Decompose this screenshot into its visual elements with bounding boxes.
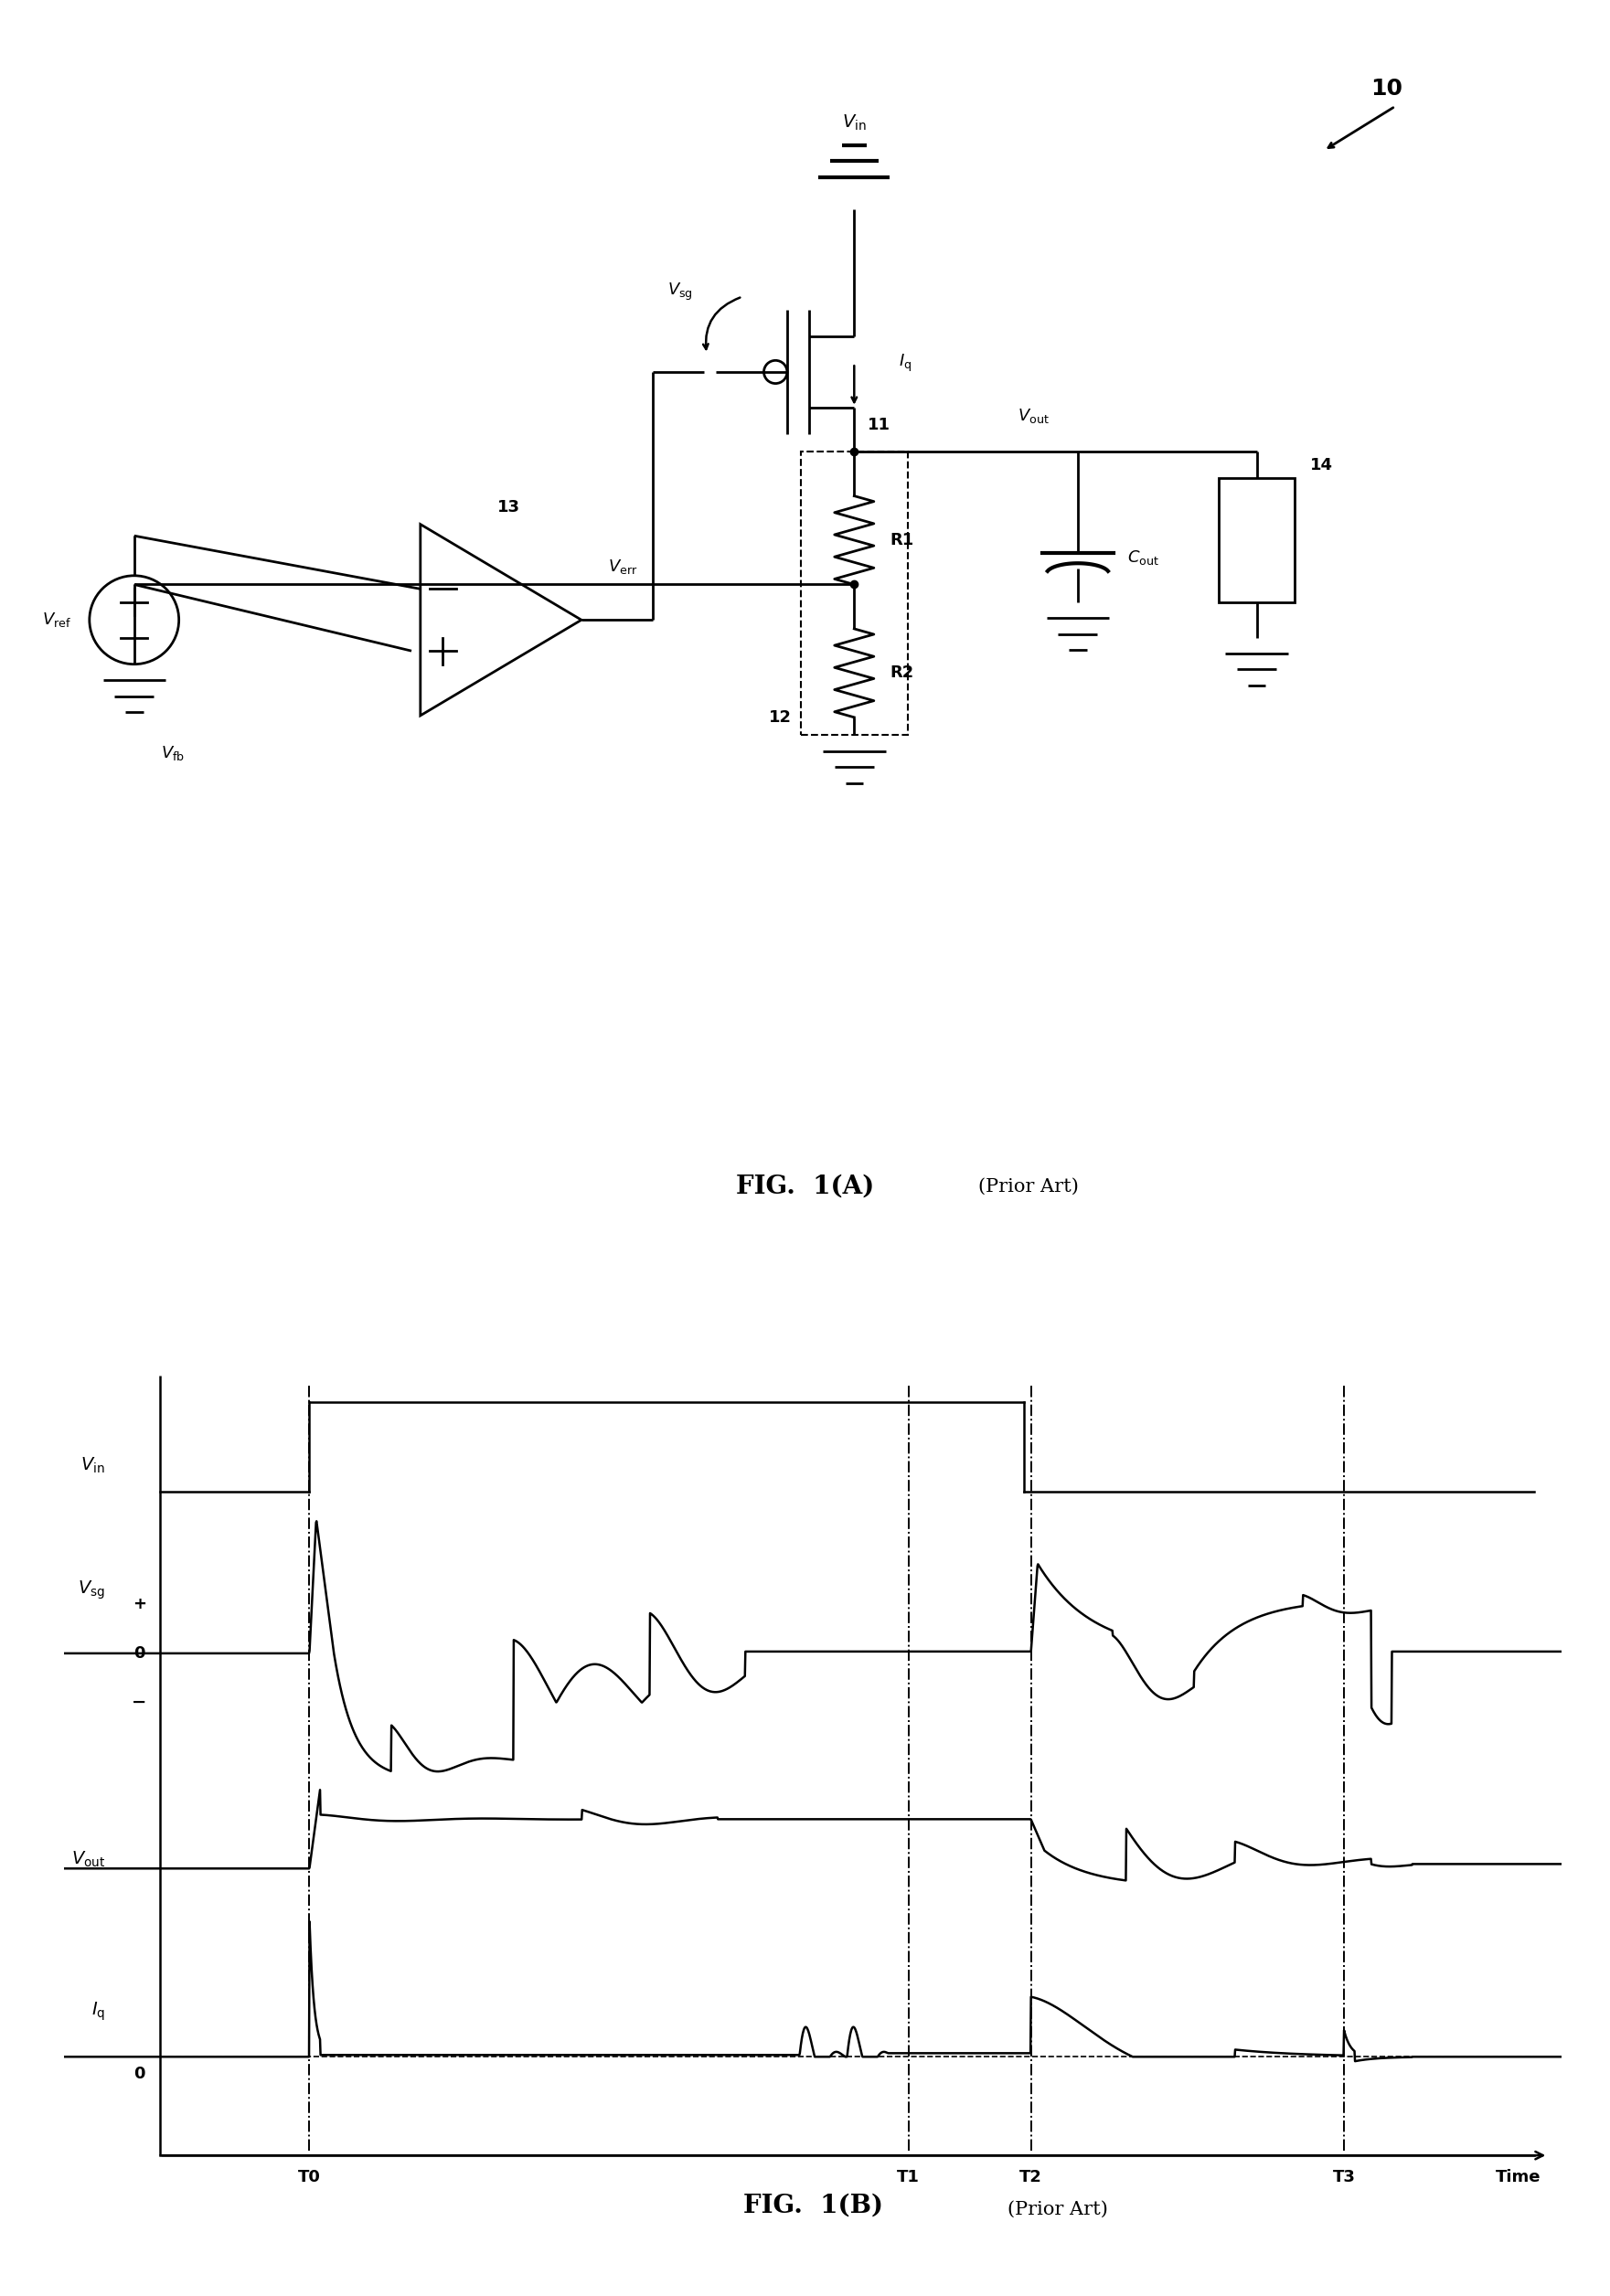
- Text: $V_{\rm err}$: $V_{\rm err}$: [609, 558, 638, 576]
- Text: $I_{\rm q}$: $I_{\rm q}$: [898, 354, 911, 374]
- Text: 14: 14: [1311, 457, 1333, 473]
- Text: $V_{\rm sg}$: $V_{\rm sg}$: [667, 282, 692, 303]
- Text: $I_{\rm q}$: $I_{\rm q}$: [92, 2000, 105, 2023]
- Bar: [1219, 478, 1294, 602]
- Text: R2: R2: [890, 666, 914, 682]
- Text: $V_{\rm sg}$: $V_{\rm sg}$: [77, 1580, 105, 1603]
- Text: Time: Time: [1496, 2170, 1541, 2186]
- Text: T0: T0: [298, 2170, 320, 2186]
- Text: $V_{\rm out}$: $V_{\rm out}$: [71, 1851, 105, 1869]
- Text: T3: T3: [1333, 2170, 1356, 2186]
- Text: 12: 12: [768, 709, 792, 726]
- Text: $C_{\rm out}$: $C_{\rm out}$: [1127, 549, 1159, 567]
- Text: +: +: [132, 1596, 147, 1612]
- Text: 13: 13: [497, 498, 520, 514]
- Text: T1: T1: [897, 2170, 919, 2186]
- Text: −: −: [132, 1694, 147, 1711]
- Text: 10: 10: [1370, 78, 1402, 99]
- Text: $V_{\rm in}$: $V_{\rm in}$: [842, 113, 866, 133]
- Text: FIG.  1(B): FIG. 1(B): [744, 2193, 882, 2218]
- Text: $V_{\rm ref}$: $V_{\rm ref}$: [42, 611, 71, 629]
- Bar: [800, 452, 908, 735]
- Text: FIG.  1(A): FIG. 1(A): [736, 1173, 874, 1199]
- Text: $V_{\rm out}$: $V_{\rm out}$: [1018, 406, 1050, 425]
- Text: (Prior Art): (Prior Art): [979, 1178, 1079, 1196]
- Text: 0: 0: [134, 1646, 145, 1662]
- Text: (Prior Art): (Prior Art): [1008, 2202, 1108, 2218]
- Text: $V_{\rm in}$: $V_{\rm in}$: [81, 1456, 105, 1474]
- Text: 0: 0: [134, 2066, 145, 2082]
- Text: $V_{\rm fb}$: $V_{\rm fb}$: [161, 744, 185, 762]
- Text: T2: T2: [1019, 2170, 1042, 2186]
- Text: R1: R1: [890, 533, 914, 549]
- Text: 11: 11: [868, 418, 890, 434]
